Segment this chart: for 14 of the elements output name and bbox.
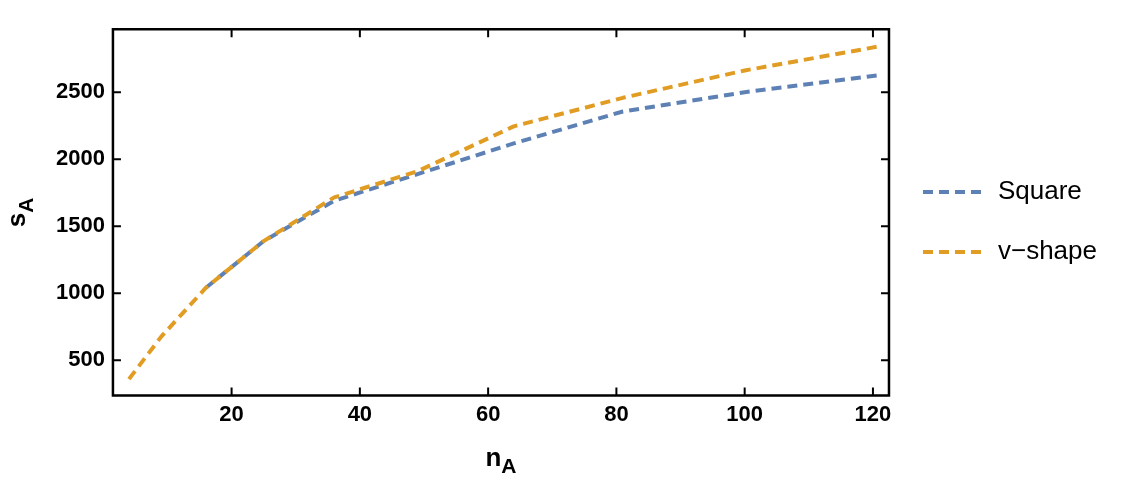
y-tick-label: 500 [68,346,105,372]
x-tick-label: 120 [854,400,892,426]
y-tick-label: 1500 [55,212,105,238]
x-tick-label: 100 [726,400,764,426]
y-tick-label: 2500 [55,78,105,104]
y-axis-title: sA [0,197,37,228]
y-tick-label: 1000 [55,279,105,305]
legend-label: Square [997,175,1082,206]
x-tick-label: 60 [475,400,501,426]
x-tick-label: 80 [604,400,629,426]
x-tick-label: 20 [219,400,244,426]
x-tick-label: 40 [347,400,373,426]
legend-label: v−shape [997,235,1098,266]
y-tick-label: 2000 [55,145,105,171]
